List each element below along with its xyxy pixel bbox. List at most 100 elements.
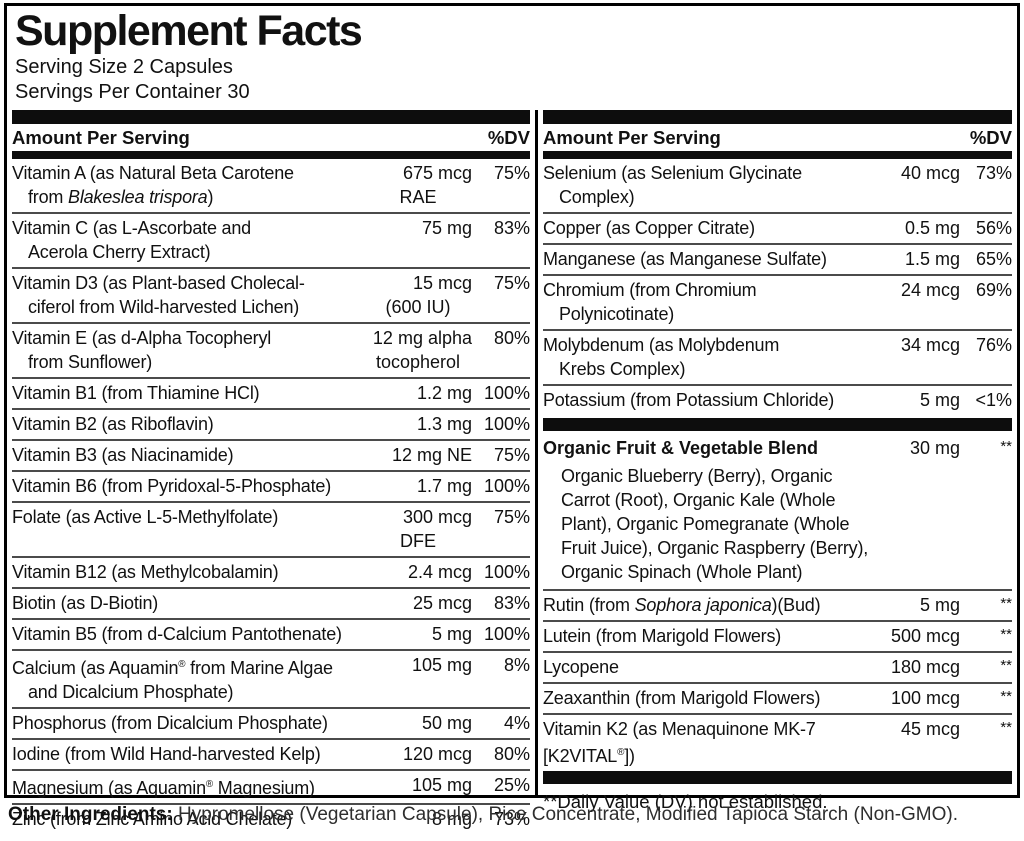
nutrient-name: Calcium (as Aquamin® from Marine Algae an… (12, 658, 333, 702)
nutrient-row: Lycopene 180 mcg ** (543, 651, 1012, 682)
nutrient-name: Vitamin C (as L-Ascorbate and Acerola Che… (12, 218, 251, 262)
nutrient-amount: 75 mg (421, 218, 472, 238)
nutrient-name: Potassium (from Potassium Chloride) (543, 390, 835, 410)
nutrient-row: Selenium (as Selenium Glycinate Complex) 4… (543, 159, 1012, 212)
nutrient-name: Molybdenum (as Molybdenum Krebs Complex) (543, 335, 780, 379)
column-header-rule (12, 151, 530, 159)
nutrient-amount: 100 mcg (890, 688, 960, 708)
nutrient-name: Vitamin B2 (as Riboflavin) (12, 414, 214, 434)
nutrient-dv: ** (1000, 438, 1012, 455)
nutrient-dv: 80% (493, 744, 530, 764)
nutrient-row: Vitamin B3 (as Niacinamide) 12 mg NE 75% (12, 439, 530, 470)
nutrient-name: Biotin (as D-Biotin) (12, 593, 159, 613)
nutrient-name: Vitamin B3 (as Niacinamide) (12, 445, 234, 465)
nutrient-amount: 1.5 mg (904, 249, 960, 269)
nutrient-name: Manganese (as Manganese Sulfate) (543, 249, 827, 269)
nutrient-row: Vitamin D3 (as Plant-based Cholecal-cife… (12, 267, 530, 322)
nutrient-amount: 12 mg alpha tocopherol (372, 328, 472, 372)
other-ingredients-text: Hypromellose (Vegetarian Capsule), Rice … (172, 804, 959, 825)
nutrient-row: Calcium (as Aquamin® from Marine Algae an… (12, 649, 530, 707)
other-ingredients-label: Other Ingredients: (8, 804, 173, 825)
amount-per-serving-label: Amount Per Serving (12, 127, 190, 148)
nutrient-dv: 100% (483, 476, 530, 496)
supplement-facts-label: Supplement Facts Serving Size 2 Capsules… (4, 3, 1020, 829)
nutrient-dv: 65% (975, 249, 1012, 269)
nutrient-amount: 12 mg NE (391, 445, 472, 465)
nutrient-name: Iodine (from Wild Hand-harvested Kelp) (12, 744, 321, 764)
nutrient-row: Molybdenum (as Molybdenum Krebs Complex) 3… (543, 329, 1012, 384)
nutrient-amount: 50 mg (421, 713, 472, 733)
nutrient-row: Vitamin A (as Natural Beta Carotene from … (12, 159, 530, 212)
nutrient-name: Zeaxanthin (from Marigold Flowers) (543, 688, 821, 708)
nutrient-amount: 1.3 mg (416, 414, 472, 434)
nutrient-row: Copper (as Copper Citrate) 0.5 mg 56% (543, 212, 1012, 243)
nutrient-dv: 4% (503, 713, 530, 733)
nutrient-amount: 5 mg (919, 390, 960, 410)
nutrient-amount: 40 mcg (900, 163, 960, 183)
nutrient-amount: 0.5 mg (904, 218, 960, 238)
nutrient-amount: 34 mcg (900, 335, 960, 355)
nutrient-name: Lycopene (543, 657, 619, 677)
nutrient-name: Vitamin B6 (from Pyridoxal-5-Phosphate) (12, 476, 332, 496)
nutrient-dv: ** (1000, 688, 1012, 705)
nutrient-dv: 75% (493, 163, 530, 183)
nutrient-row: Vitamin B12 (as Methylcobalamin) 2.4 mcg 1… (12, 556, 530, 587)
column-top-bar (12, 110, 530, 124)
nutrient-row: Potassium (from Potassium Chloride) 5 mg <… (543, 384, 1012, 415)
nutrient-amount: 45 mcg (900, 719, 960, 739)
nutrient-amount: 25 mcg (412, 593, 472, 613)
nutrient-dv: 100% (483, 383, 530, 403)
label-title: Supplement Facts (15, 7, 363, 55)
nutrient-amount: 500 mcg (890, 626, 960, 646)
nutrient-row: Vitamin B5 (from d-Calcium Pantothenate)… (12, 618, 530, 649)
nutrient-row: Magnesium (as Aquamin® Magnesium) 105 mg 2… (12, 769, 530, 803)
nutrient-amount: 105 mg (411, 775, 472, 795)
nutrient-dv: 100% (483, 562, 530, 582)
servings-per-container: Servings Per Container 30 (15, 81, 250, 103)
nutrient-amount: 2.4 mcg (407, 562, 472, 582)
nutrient-dv: ** (1000, 657, 1012, 674)
section-divider-bar (543, 418, 1012, 431)
nutrient-dv: 75% (493, 507, 530, 527)
left-column: Amount Per Serving %DV Vitamin A (as Nat… (7, 110, 535, 829)
nutrient-row: Vitamin E (as d-Alpha Tocopheryl from Sun… (12, 322, 530, 377)
nutrient-amount: 1.7 mg (416, 476, 472, 496)
nutrient-amount: 15 mcg (600 IU) (385, 273, 472, 317)
nutrient-dv: ** (1000, 595, 1012, 612)
nutrient-row: Biotin (as D-Biotin) 25 mcg 83% (12, 587, 530, 618)
nutrient-amount: 180 mcg (890, 657, 960, 677)
serving-size: Serving Size 2 Capsules (15, 56, 233, 78)
nutrient-dv: ** (1000, 626, 1012, 643)
nutrient-row: Organic Fruit & Vegetable Blend 30 mg ** (543, 434, 1012, 463)
nutrient-name: Vitamin A (as Natural Beta Carotene from … (12, 163, 294, 207)
nutrient-name: Copper (as Copper Citrate) (543, 218, 755, 238)
nutrient-name: Vitamin K2 (as Menaquinone MK-7 [K2VITAL®… (543, 719, 816, 766)
nutrient-dv: 83% (493, 218, 530, 238)
nutrient-name: Lutein (from Marigold Flowers) (543, 626, 782, 646)
nutrient-amount: 8 mg (431, 809, 472, 829)
other-ingredients: Other Ingredients: Hypromellose (Vegetar… (0, 798, 1024, 826)
nutrient-row: Folate (as Active L-5-Methylfolate) 300 m… (12, 501, 530, 556)
nutrient-name: Magnesium (as Aquamin® Magnesium) (12, 778, 315, 798)
nutrient-amount: 5 mg (919, 595, 960, 615)
nutrient-name: Rutin (from Sophora japonica)(Bud) (543, 595, 821, 615)
nutrient-name: Vitamin B1 (from Thiamine HCl) (12, 383, 260, 403)
nutrient-amount: 120 mcg (402, 744, 472, 764)
nutrient-name: Vitamin E (as d-Alpha Tocopheryl from Sun… (12, 328, 272, 372)
nutrient-name: Folate (as Active L-5-Methylfolate) (12, 507, 279, 527)
nutrient-row: Zeaxanthin (from Marigold Flowers) 100 mc… (543, 682, 1012, 713)
nutrient-row: Manganese (as Manganese Sulfate) 1.5 mg 65… (543, 243, 1012, 274)
nutrient-amount: 1.2 mg (416, 383, 472, 403)
nutrient-row: Vitamin B2 (as Riboflavin) 1.3 mg 100% (12, 408, 530, 439)
nutrient-dv: 8% (503, 655, 530, 675)
nutrient-name: Vitamin D3 (as Plant-based Cholecal-cife… (12, 273, 305, 317)
nutrient-dv: 83% (493, 593, 530, 613)
facts-columns: Amount Per Serving %DV Vitamin A (as Nat… (7, 110, 1017, 829)
section-divider-bar (543, 771, 1012, 784)
blend-ingredients: Organic Blueberry (Berry), Organic Carrot… (561, 466, 869, 582)
nutrient-dv: 75% (493, 445, 530, 465)
nutrient-row: Chromium (from Chromium Polynicotinate) 24… (543, 274, 1012, 329)
right-column: Amount Per Serving %DV Selenium (as Sele… (538, 110, 1017, 812)
label-header: Supplement Facts Serving Size 2 Capsules… (7, 6, 1017, 110)
nutrient-name: Phosphorus (from Dicalcium Phosphate) (12, 713, 328, 733)
